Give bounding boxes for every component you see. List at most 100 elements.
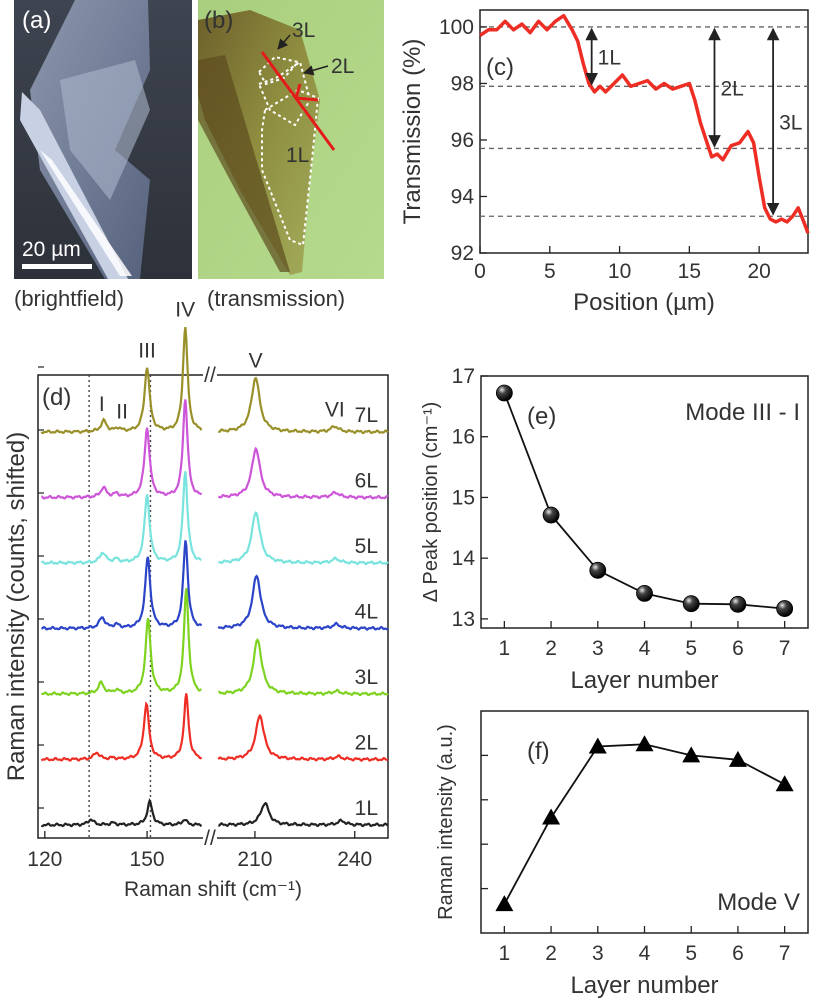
spectrum-3L-segment-1: [41, 588, 202, 697]
data-point-4: [636, 584, 653, 602]
x-tick-label: 4: [639, 637, 651, 660]
data-point-3: [588, 737, 607, 754]
label-3L: 3L: [292, 19, 315, 42]
x-tick-label: 1: [499, 942, 511, 965]
label-3L-pointer: [277, 34, 291, 50]
data-point-2: [542, 506, 560, 524]
panel-e-tag: (e): [527, 403, 556, 430]
spectrum-5L-segment-1: [40, 471, 202, 566]
y-tick-label: 14: [452, 547, 476, 570]
panel-e-peak-position-chart: 1 2 3 4 5 6 7 13 14 15 16 17 (e) Mode III - I Layer nu…: [420, 365, 809, 694]
y-axis-label: Transmission (%): [399, 39, 426, 225]
x-axis-label: Layer number: [570, 667, 718, 694]
panel-e-note: Mode III - I: [685, 399, 800, 426]
axis-break-gap-bottom: [203, 832, 217, 844]
plot-frame: [479, 9, 809, 254]
y-tick-label: 17: [452, 365, 475, 388]
scan-line: [260, 51, 336, 151]
step-label-3L: 3L: [779, 112, 802, 135]
data-point-5: [682, 746, 701, 763]
x-tick-label: 0: [474, 260, 486, 283]
data-point-1: [495, 895, 514, 912]
scan-tick-2: [294, 83, 302, 99]
x-axis-label: Position (µm): [573, 289, 715, 316]
spectrum-5L-segment-2: [218, 511, 389, 566]
mode-label-I: I: [99, 393, 105, 416]
y-tick-label: 94: [451, 185, 475, 208]
mode-label-VI: VI: [325, 399, 345, 422]
x-tick-label: 2: [545, 942, 557, 965]
panel-f-tag: (f): [527, 738, 550, 765]
panel-b-tag: (b): [204, 7, 233, 34]
panel-b-caption: (transmission): [207, 286, 345, 311]
x-tick-label: 20: [747, 260, 770, 283]
flake-thin: [60, 60, 150, 200]
layer-label-5L: 5L: [355, 535, 378, 558]
x-tick-label: 210: [237, 848, 272, 871]
panel-f-note: Mode V: [717, 889, 800, 916]
y-tick-label: 13: [452, 608, 475, 631]
data-point-3: [589, 561, 607, 579]
x-tick-label: 3: [592, 942, 604, 965]
scale-bar-label: 20 µm: [22, 238, 81, 261]
x-tick-label: 120: [27, 848, 62, 871]
axis-break-gap-top: [203, 369, 217, 381]
data-point-4: [635, 735, 654, 752]
transmission-line: [479, 13, 810, 234]
x-tick-label: 240: [337, 848, 372, 871]
layer-label-6L: 6L: [355, 470, 378, 493]
layer-outline-3L: [258, 55, 300, 86]
panel-a-tag: (a): [22, 7, 51, 34]
panel-f-intensity-chart: 1 2 3 4 5 6 7 (f) Mode V Layer number Raman intens…: [435, 710, 809, 998]
x-tick-label: 5: [685, 637, 697, 660]
label-1L: 1L: [286, 144, 309, 167]
label-2L-pointer: [302, 65, 329, 76]
label-2L: 2L: [331, 55, 354, 78]
spectrum-3L-segment-2: [218, 638, 389, 697]
x-tick-label: 5: [685, 942, 697, 965]
x-tick-label: 6: [732, 637, 744, 660]
data-point-5: [682, 595, 700, 613]
layer-label-2L: 2L: [355, 732, 378, 755]
panel-c-tag: (c): [486, 54, 514, 81]
spectrum-4L-segment-1: [41, 540, 203, 631]
layer-label-4L: 4L: [355, 601, 378, 624]
spectrum-7L-segment-1: [40, 326, 203, 435]
mode-label-IV: IV: [175, 299, 195, 322]
y-axis-label: Δ Peak position (cm⁻¹): [420, 402, 442, 603]
data-point-7: [776, 600, 794, 617]
data-point-6: [729, 595, 747, 613]
y-axis-label: Raman intensity (counts, shifted): [3, 432, 30, 782]
spectrum-6L-segment-2: [218, 446, 389, 500]
panel-a-caption: (brightfield): [14, 286, 124, 311]
y-tick-label: 16: [452, 426, 475, 449]
spectrum-1L-segment-2: [218, 801, 389, 828]
x-axis-label: Layer number: [570, 972, 718, 998]
axis-break-bottom: //: [204, 827, 216, 850]
step-label-2L: 2L: [720, 78, 743, 101]
layer-label-1L: 1L: [355, 797, 378, 820]
spectrum-1L-segment-1: [40, 797, 203, 828]
spectrum-4L-segment-2: [217, 574, 389, 631]
panel-b: (b) 3L 2L 1L (transmission): [198, 0, 384, 311]
x-tick-label: 4: [639, 942, 651, 965]
axis-break-top: //: [204, 364, 216, 387]
layer-label-3L: 3L: [355, 666, 378, 689]
y-tick-label: 100: [439, 16, 474, 39]
x-axis-label: Raman shift (cm⁻¹): [124, 878, 302, 901]
flake-highlight: [40, 150, 132, 276]
x-tick-label: 1: [499, 637, 511, 660]
spectrum-7L-segment-2: [217, 376, 389, 435]
x-tick-label: 7: [779, 942, 791, 965]
panel-a: (a) 20 µm (brightfield): [14, 0, 192, 311]
x-tick-label: 10: [608, 260, 631, 283]
mode-label-V: V: [249, 350, 263, 373]
data-point-1: [495, 384, 513, 402]
x-tick-label: 7: [779, 637, 791, 660]
spectrum-6L-segment-1: [40, 399, 203, 500]
data-point-2: [542, 808, 561, 825]
y-tick-label: 92: [451, 242, 474, 265]
x-tick-label: 5: [544, 260, 556, 283]
